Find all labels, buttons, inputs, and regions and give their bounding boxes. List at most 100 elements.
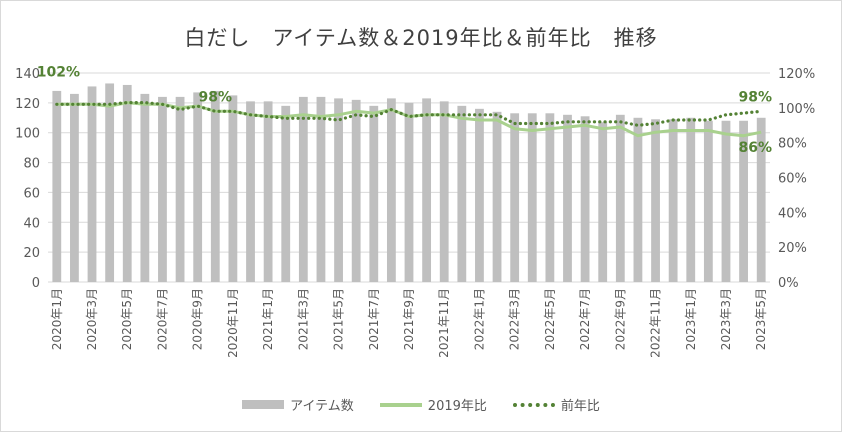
x-tick-label: 2022年9月 bbox=[613, 288, 627, 350]
bar bbox=[246, 101, 255, 282]
data-label: 98% bbox=[199, 89, 233, 105]
legend-label-yoy: 前年比 bbox=[560, 399, 600, 414]
legend-label-vs2019: 2019年比 bbox=[427, 399, 487, 414]
x-tick-label: 2020年3月 bbox=[85, 288, 99, 350]
y-left-tick-label: 60 bbox=[23, 186, 40, 201]
x-tick-label: 2022年1月 bbox=[472, 288, 486, 350]
bar bbox=[563, 114, 572, 282]
y-left-tick-label: 80 bbox=[23, 157, 40, 172]
legend: アイテム数 2019年比 前年比 bbox=[0, 395, 842, 414]
bar bbox=[263, 101, 273, 282]
data-annotations: 102% 98% 98% 86% bbox=[37, 64, 772, 156]
bar bbox=[703, 120, 713, 283]
bar bbox=[140, 93, 150, 283]
bar bbox=[70, 93, 79, 283]
x-tick-label: 2020年9月 bbox=[191, 288, 205, 350]
bar bbox=[651, 119, 660, 283]
y-left-tick-label: 0 bbox=[32, 276, 40, 291]
data-label: 102% bbox=[37, 64, 80, 80]
legend-item-vs2019: 2019年比 bbox=[379, 395, 487, 414]
bar bbox=[457, 105, 467, 282]
bar bbox=[281, 105, 291, 282]
bar bbox=[615, 114, 625, 282]
bar bbox=[105, 83, 115, 282]
bar bbox=[175, 96, 185, 282]
bar bbox=[510, 113, 520, 282]
legend-swatch-line bbox=[379, 402, 422, 407]
line-yoy bbox=[55, 100, 763, 127]
data-label: 98% bbox=[738, 89, 772, 105]
x-tick-label: 2020年11月 bbox=[226, 288, 240, 358]
x-tick-label: 2021年9月 bbox=[402, 288, 416, 350]
legend-item-items: アイテム数 bbox=[242, 395, 354, 414]
x-tick-label: 2020年5月 bbox=[120, 288, 134, 350]
x-tick-label: 2022年5月 bbox=[543, 288, 557, 350]
x-tick-label: 2021年5月 bbox=[332, 288, 346, 350]
left-axis-ticks: 0 20 40 60 80 100 120 140 bbox=[15, 67, 40, 291]
legend-swatch-dotted bbox=[512, 402, 555, 407]
x-tick-label: 2021年1月 bbox=[261, 288, 275, 350]
x-tick-label: 2020年1月 bbox=[50, 288, 64, 350]
bar bbox=[210, 90, 220, 283]
bar bbox=[492, 111, 502, 282]
x-tick-label: 2021年11月 bbox=[437, 288, 451, 358]
y-right-tick-label: 120% bbox=[778, 67, 815, 82]
bar bbox=[580, 116, 590, 283]
bar bbox=[386, 98, 396, 282]
bar bbox=[334, 98, 343, 282]
y-right-tick-label: 80% bbox=[778, 137, 807, 152]
bar bbox=[739, 120, 748, 283]
y-left-tick-label: 100 bbox=[15, 127, 40, 142]
x-tick-label: 2023年1月 bbox=[684, 288, 698, 350]
legend-label-items: アイテム数 bbox=[290, 399, 354, 414]
bar bbox=[351, 99, 361, 282]
y-left-tick-label: 20 bbox=[23, 246, 40, 261]
chart-title: 白だし アイテム数＆2019年比＆前年比 推移 bbox=[184, 26, 658, 50]
x-tick-label: 2022年7月 bbox=[578, 288, 592, 350]
y-left-tick-label: 120 bbox=[15, 97, 40, 112]
x-tick-label: 2020年7月 bbox=[155, 288, 169, 350]
data-label: 86% bbox=[738, 140, 772, 156]
y-right-tick-label: 60% bbox=[778, 172, 807, 187]
x-tick-label: 2022年11月 bbox=[649, 288, 663, 358]
y-left-tick-label: 40 bbox=[23, 216, 40, 231]
legend-item-yoy: 前年比 bbox=[512, 395, 600, 414]
bar bbox=[422, 98, 432, 282]
bar bbox=[228, 95, 238, 283]
bar bbox=[158, 96, 167, 282]
bar bbox=[122, 84, 132, 282]
right-axis-ticks: 0% 20% 40% 60% 80% 100% 120% bbox=[778, 67, 815, 291]
bar bbox=[721, 120, 731, 283]
bar bbox=[316, 96, 326, 282]
line-series bbox=[55, 100, 763, 138]
bar bbox=[633, 117, 643, 283]
bar bbox=[668, 119, 678, 283]
bar bbox=[527, 113, 537, 282]
x-axis-ticks: 2020年1月 2020年3月 2020年5月 2020年7月 2020年9月 2020年… bbox=[50, 288, 768, 358]
bar bbox=[545, 113, 555, 282]
bar bbox=[298, 96, 308, 282]
x-tick-label: 2021年7月 bbox=[367, 288, 381, 350]
bar bbox=[369, 105, 379, 282]
y-right-tick-label: 0% bbox=[778, 276, 799, 291]
bar bbox=[756, 117, 766, 283]
x-tick-label: 2023年5月 bbox=[754, 288, 768, 350]
y-right-tick-label: 100% bbox=[778, 102, 815, 117]
x-tick-label: 2023年3月 bbox=[719, 288, 733, 350]
bar-series-items bbox=[52, 83, 766, 283]
bar bbox=[598, 122, 608, 282]
y-right-tick-label: 40% bbox=[778, 206, 807, 221]
bar bbox=[439, 101, 449, 282]
bar bbox=[52, 90, 62, 283]
y-left-tick-label: 140 bbox=[15, 67, 40, 82]
bar bbox=[686, 117, 696, 283]
bar bbox=[193, 92, 203, 283]
y-right-tick-label: 20% bbox=[778, 241, 807, 256]
bar bbox=[87, 86, 97, 282]
x-tick-label: 2021年3月 bbox=[296, 288, 310, 350]
bar bbox=[475, 108, 484, 282]
x-tick-label: 2022年3月 bbox=[508, 288, 522, 350]
legend-swatch-bar bbox=[242, 400, 285, 409]
